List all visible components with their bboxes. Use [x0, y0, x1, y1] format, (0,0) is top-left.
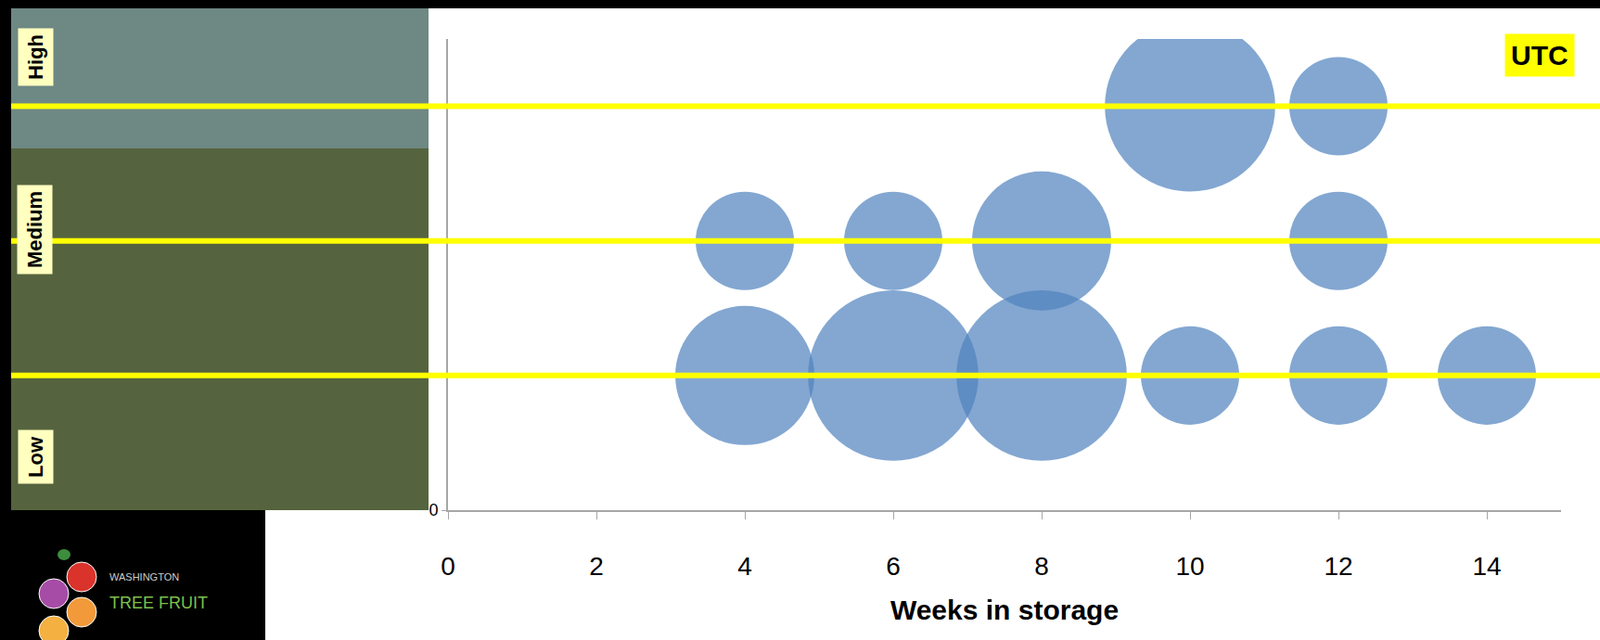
svg-text:4: 4 [737, 551, 753, 581]
svg-text:WASHINGTON: WASHINGTON [109, 571, 180, 583]
svg-text:10: 10 [1175, 551, 1204, 581]
svg-text:Weeks in storage: Weeks in storage [890, 594, 1119, 626]
svg-text:2: 2 [588, 551, 604, 581]
svg-text:0: 0 [428, 500, 438, 520]
svg-text:0: 0 [440, 551, 456, 581]
svg-text:High: High [24, 34, 48, 80]
svg-text:12: 12 [1323, 551, 1353, 581]
svg-text:8: 8 [1034, 551, 1050, 581]
svg-text:14: 14 [1472, 551, 1501, 581]
svg-text:Low: Low [24, 435, 48, 478]
svg-text:Medium: Medium [23, 191, 47, 269]
svg-text:UTC: UTC [1510, 39, 1569, 71]
svg-text:TREE FRUIT: TREE FRUIT [109, 593, 208, 613]
svg-text:6: 6 [885, 551, 901, 581]
